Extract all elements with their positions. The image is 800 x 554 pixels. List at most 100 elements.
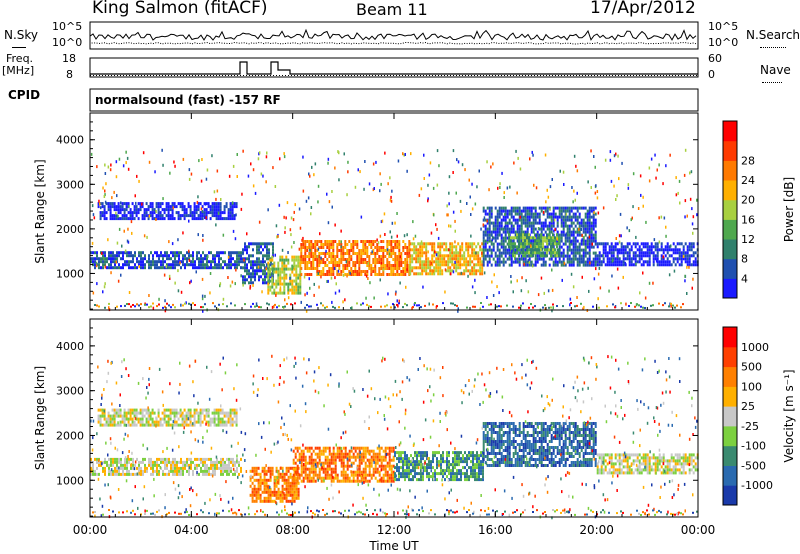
heatmap-cell <box>244 281 246 285</box>
station-title: King Salmon (fitACF) <box>92 0 268 18</box>
heatmap-cell <box>638 248 641 252</box>
heatmap-cell <box>133 420 136 424</box>
heatmap-cell <box>139 420 142 424</box>
heatmap-cell <box>184 460 186 464</box>
heatmap-cell <box>295 255 298 259</box>
heatmap-cell <box>186 460 188 464</box>
heatmap-cell <box>556 254 558 258</box>
heatmap-cell <box>471 260 474 264</box>
heatmap-cell <box>394 240 397 243</box>
heatmap-cell <box>256 242 258 246</box>
heatmap-cell <box>384 264 387 267</box>
heatmap-cell <box>522 233 524 237</box>
heatmap-cell <box>411 266 414 270</box>
heatmap-cell <box>310 470 313 474</box>
heatmap-cell <box>498 254 501 258</box>
heatmap-cell <box>240 257 242 261</box>
heatmap-cell <box>167 420 170 424</box>
heatmap-cell <box>451 263 454 267</box>
heatmap-cell <box>310 255 313 258</box>
heatmap-cell <box>614 263 617 267</box>
heatmap-cell <box>235 417 238 421</box>
heatmap-cell <box>496 224 499 228</box>
heatmap-cell <box>169 417 172 421</box>
heatmap-cell <box>236 466 238 470</box>
heatmap-cell <box>100 266 102 270</box>
heatmap-cell <box>258 242 260 246</box>
heatmap-cell <box>212 469 214 473</box>
heatmap-speck <box>115 175 118 179</box>
heatmap-cell <box>277 496 280 500</box>
heatmap-cell <box>170 466 172 470</box>
heatmap-cell <box>453 266 456 270</box>
heatmap-cell <box>459 254 462 258</box>
heatmap-cell <box>210 460 212 464</box>
heatmap-cell <box>287 484 290 488</box>
heatmap-cell <box>630 257 633 261</box>
heatmap-cell <box>570 209 573 213</box>
heatmap-cell <box>119 217 122 221</box>
heatmap-cell <box>500 218 503 222</box>
heatmap-cell <box>471 272 474 276</box>
heatmap-cell <box>118 266 120 270</box>
heatmap-cell <box>186 263 188 267</box>
heatmap-cell <box>612 263 615 267</box>
heatmap-cell <box>538 242 540 246</box>
heatmap-cell <box>376 243 379 246</box>
heatmap-cell <box>185 417 188 421</box>
heatmap-cell <box>224 460 226 464</box>
heatmap-cell <box>388 264 391 267</box>
heatmap-cell <box>306 273 309 276</box>
heatmap-cell <box>542 227 545 231</box>
heatmap-cell <box>580 254 583 258</box>
heatmap-cell <box>606 257 609 261</box>
heatmap-cell <box>140 251 142 255</box>
heatmap-cell <box>672 260 675 264</box>
heatmap-cell <box>205 411 208 415</box>
heatmap-cell <box>287 282 290 286</box>
heatmap-cell <box>542 242 544 246</box>
heatmap-cell <box>494 254 497 258</box>
heatmap-cell <box>285 493 288 497</box>
heatmap-cell <box>149 411 152 415</box>
heatmap-cell <box>344 267 347 270</box>
heatmap-cell <box>125 205 128 209</box>
heatmap-cell <box>216 263 218 267</box>
heatmap-cell <box>417 257 420 261</box>
heatmap-cell <box>158 257 160 261</box>
heatmap-cell <box>516 239 519 243</box>
heatmap-cell <box>216 466 218 470</box>
heatmap-cell <box>648 248 651 252</box>
heatmap-cell <box>522 218 525 222</box>
heatmap-cell <box>147 423 150 427</box>
heatmap-cell <box>451 248 454 252</box>
heatmap-cell <box>370 270 373 273</box>
heatmap-cell <box>260 251 262 255</box>
heatmap-cell <box>580 206 583 210</box>
heatmap-cell <box>253 478 256 482</box>
heatmap-cell <box>554 215 557 219</box>
heatmap-cell <box>184 254 186 258</box>
heatmap-cell <box>656 254 659 258</box>
heatmap-cell <box>666 263 669 267</box>
heatmap-cell <box>203 208 206 212</box>
heatmap-cell <box>419 257 422 261</box>
heatmap-cell <box>409 242 412 246</box>
heatmap-cell <box>213 414 216 418</box>
heatmap-cell <box>120 251 122 255</box>
heatmap-cell <box>186 469 188 473</box>
heatmap-cell <box>431 269 434 273</box>
heatmap-speck <box>127 227 129 231</box>
heatmap-cell <box>550 245 552 249</box>
heatmap-cell <box>283 288 286 292</box>
heatmap-cell <box>109 202 112 206</box>
heatmap-cell <box>236 469 238 473</box>
heatmap-speck <box>340 229 342 233</box>
heatmap-cell <box>255 466 258 470</box>
heatmap-cell <box>167 217 170 221</box>
heatmap-cell <box>644 254 647 258</box>
heatmap-cell <box>678 254 681 258</box>
heatmap-cell <box>218 257 220 261</box>
heatmap-cell <box>620 245 623 249</box>
heatmap-cell <box>124 251 126 255</box>
